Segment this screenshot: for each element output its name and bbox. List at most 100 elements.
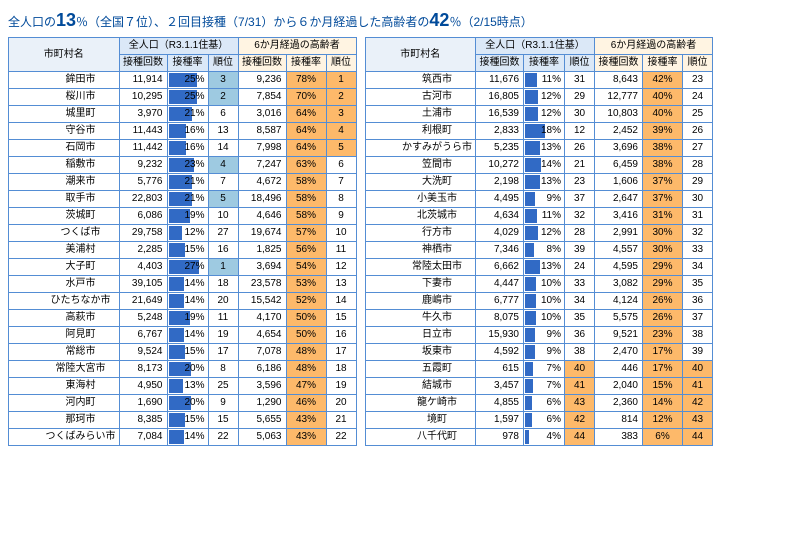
rank-all: 43: [565, 395, 595, 412]
rate-elderly: 26%: [643, 310, 683, 327]
table-row: 龍ケ崎市 4,855 6% 43 2,360 14% 42: [365, 395, 713, 412]
count-elderly: 4,557: [595, 242, 643, 259]
rank-elderly: 27: [683, 140, 713, 157]
count-elderly: 4,672: [238, 174, 286, 191]
rank-elderly: 38: [683, 327, 713, 344]
city-name: 境町: [399, 412, 476, 429]
rate-bar: 12%: [167, 225, 208, 242]
rate-bar: 23%: [167, 157, 208, 174]
rate-bar: 20%: [167, 361, 208, 378]
col-city: 市町村名: [9, 38, 120, 72]
count-elderly: 1,825: [238, 242, 286, 259]
count-elderly: 4,170: [238, 310, 286, 327]
table-row: 牛久市 8,075 10% 35 5,575 26% 37: [365, 310, 713, 327]
count-all: 21,649: [119, 293, 167, 310]
rank-all: 4: [208, 157, 238, 174]
rate-elderly: 46%: [286, 395, 326, 412]
count-all: 5,235: [476, 140, 524, 157]
rank-all: 42: [565, 412, 595, 429]
table-row: 桜川市 10,295 25% 2 7,854 70% 2: [9, 89, 357, 106]
count-all: 4,029: [476, 225, 524, 242]
city-name: 潮来市: [43, 174, 120, 191]
count-elderly: 7,078: [238, 344, 286, 361]
rank-all: 41: [565, 378, 595, 395]
rank-all: 35: [565, 310, 595, 327]
city-name: 古河市: [399, 89, 476, 106]
count-elderly: 23,578: [238, 276, 286, 293]
city-name: 龍ケ崎市: [399, 395, 476, 412]
count-elderly: 19,674: [238, 225, 286, 242]
rank-elderly: 3: [326, 106, 356, 123]
count-all: 5,248: [119, 310, 167, 327]
city-name: 北茨城市: [399, 208, 476, 225]
rate-elderly: 40%: [643, 89, 683, 106]
city-name: 牛久市: [399, 310, 476, 327]
city-name: 那珂市: [43, 412, 120, 429]
rank-all: 3: [208, 72, 238, 89]
rank-elderly: 39: [683, 344, 713, 361]
colgroup-all: 全人口（R3.1.1住基）: [119, 38, 238, 55]
rate-bar: 21%: [167, 191, 208, 208]
count-all: 5,776: [119, 174, 167, 191]
city-name: 大子町: [43, 259, 120, 276]
rate-bar: 19%: [167, 208, 208, 225]
rank-elderly: 23: [683, 72, 713, 89]
count-elderly: 4,654: [238, 327, 286, 344]
rank-all: 5: [208, 191, 238, 208]
city-name: 下妻市: [399, 276, 476, 293]
count-all: 15,930: [476, 327, 524, 344]
table-row: 坂東市 4,592 9% 38 2,470 17% 39: [365, 344, 713, 361]
table-row: 潮来市 5,776 21% 7 4,672 58% 7: [9, 174, 357, 191]
rate-elderly: 23%: [643, 327, 683, 344]
rank-all: 15: [208, 412, 238, 429]
table-row: 日立市 15,930 9% 36 9,521 23% 38: [365, 327, 713, 344]
rate-elderly: 64%: [286, 140, 326, 157]
rate-elderly: 29%: [643, 259, 683, 276]
table-row: 利根町 2,833 18% 12 2,452 39% 26: [365, 123, 713, 140]
table-row: 八千代町 978 4% 44 383 6% 44: [365, 429, 713, 446]
col-city: 市町村名: [365, 38, 476, 72]
count-all: 9,524: [119, 344, 167, 361]
city-name: 大洗町: [399, 174, 476, 191]
city-name: 高萩市: [43, 310, 120, 327]
rank-elderly: 14: [326, 293, 356, 310]
table-row: 北茨城市 4,634 11% 32 3,416 31% 31: [365, 208, 713, 225]
count-elderly: 2,452: [595, 123, 643, 140]
city-name: 筑西市: [399, 72, 476, 89]
count-elderly: 5,655: [238, 412, 286, 429]
rank-elderly: 9: [326, 208, 356, 225]
rank-elderly: 22: [326, 429, 356, 446]
rank-elderly: 44: [683, 429, 713, 446]
table-row: 常陸太田市 6,662 13% 24 4,595 29% 34: [365, 259, 713, 276]
rank-all: 34: [565, 293, 595, 310]
table-row: つくばみらい市 7,084 14% 22 5,063 43% 22: [9, 429, 357, 446]
count-all: 8,385: [119, 412, 167, 429]
col-rate2: 接種率: [643, 55, 683, 72]
rate-elderly: 30%: [643, 242, 683, 259]
table-row: 鉾田市 11,914 25% 3 9,236 78% 1: [9, 72, 357, 89]
city-name: 城里町: [43, 106, 120, 123]
colgroup-elderly: 6か月経過の高齢者: [595, 38, 713, 55]
table-row: 東海村 4,950 13% 25 3,596 47% 19: [9, 378, 357, 395]
table-row: かすみがうら市 5,235 13% 26 3,696 38% 27: [365, 140, 713, 157]
col-cnt1: 接種回数: [119, 55, 167, 72]
count-all: 39,105: [119, 276, 167, 293]
table-row: 大子町 4,403 27% 1 3,694 54% 12: [9, 259, 357, 276]
rate-bar: 19%: [167, 310, 208, 327]
rate-elderly: 38%: [643, 157, 683, 174]
count-all: 11,676: [476, 72, 524, 89]
rank-elderly: 37: [683, 310, 713, 327]
rate-elderly: 47%: [286, 378, 326, 395]
table-row: 稲敷市 9,232 23% 4 7,247 63% 6: [9, 157, 357, 174]
rate-bar: 12%: [524, 225, 565, 242]
count-all: 4,592: [476, 344, 524, 361]
rank-elderly: 33: [683, 242, 713, 259]
rate-bar: 21%: [167, 106, 208, 123]
rank-elderly: 2: [326, 89, 356, 106]
table-row: 大洗町 2,198 13% 23 1,606 37% 29: [365, 174, 713, 191]
rate-elderly: 37%: [643, 174, 683, 191]
count-all: 6,767: [119, 327, 167, 344]
rate-elderly: 56%: [286, 242, 326, 259]
rate-bar: 14%: [167, 293, 208, 310]
rank-elderly: 1: [326, 72, 356, 89]
